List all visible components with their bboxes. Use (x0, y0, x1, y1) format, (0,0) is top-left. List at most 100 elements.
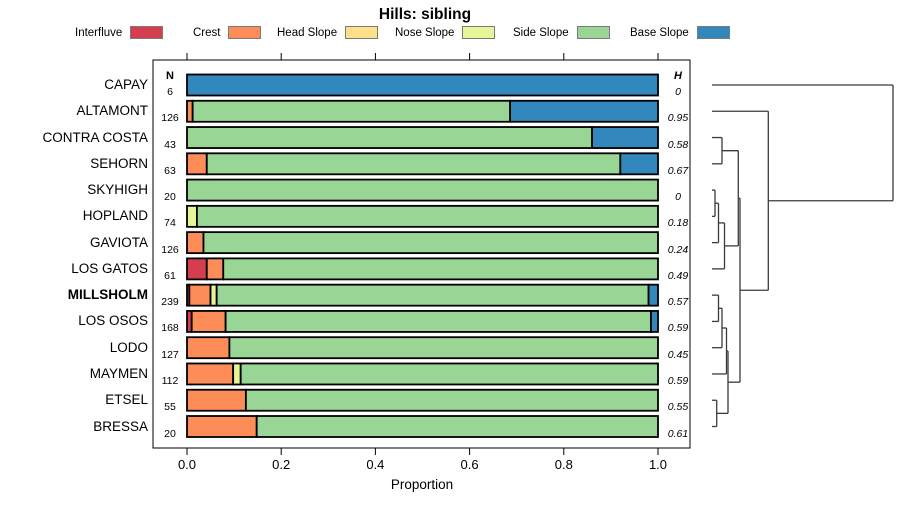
legend-item: Base Slope (630, 25, 730, 40)
h-value: 0.55 (667, 401, 689, 414)
h-column-header: H (674, 70, 682, 82)
n-value: 239 (161, 296, 179, 309)
h-value: 0.45 (667, 348, 689, 361)
legend-label: Interfluve (75, 26, 123, 39)
legend-item: Interfluve (75, 25, 164, 40)
n-column-header: N (166, 70, 174, 82)
bar-segment-side-slope (186, 178, 659, 202)
legend-item: Head Slope (277, 25, 379, 40)
bar-segment-side-slope (228, 336, 659, 360)
bar-segment-base-slope (186, 73, 659, 97)
legend-item: Crest (193, 25, 262, 40)
bar-segment-base-slope (647, 283, 659, 307)
x-tick-label: 0.8 (554, 457, 573, 472)
bar-segment-crest (188, 283, 212, 307)
chart-title: Hills: sibling (378, 6, 472, 23)
bar-segment-interfluve (186, 257, 208, 281)
row-label: LODO (109, 339, 148, 355)
bar-segment-crest (190, 310, 227, 333)
h-value: 0 (675, 191, 681, 204)
bar-segment-crest (186, 231, 205, 255)
x-axis-label: Proportion (390, 477, 454, 492)
n-value: 20 (164, 191, 176, 204)
row-label: CONTRA COSTA (42, 129, 148, 145)
h-value: 0 (675, 86, 681, 98)
legend-item: Side Slope (513, 25, 610, 40)
n-value: 112 (161, 374, 179, 387)
legend-label: Crest (193, 26, 221, 39)
bar-segment-side-slope (205, 152, 622, 176)
bar-segment-nose-slope (209, 283, 218, 307)
bar-segment-crest (186, 388, 247, 412)
n-value: 126 (161, 112, 179, 125)
x-tick-label: 0.4 (366, 457, 385, 472)
legend-swatch (696, 26, 730, 39)
n-value: 126 (161, 243, 179, 256)
h-value: 0.24 (667, 243, 689, 256)
x-tick-label: 1.0 (648, 457, 668, 472)
bar-segment-side-slope (191, 99, 512, 123)
row-label: SKYHIGH (87, 182, 148, 198)
legend-label: Nose Slope (395, 26, 455, 39)
bar-segment-crest (186, 415, 258, 438)
legend-item: Nose Slope (395, 25, 496, 40)
bar-segment-side-slope (224, 310, 652, 333)
bar-segment-side-slope (202, 231, 659, 255)
bar-segment-side-slope (255, 415, 659, 438)
bar-segment-nose-slope (186, 204, 198, 228)
legend-swatch (130, 26, 164, 39)
legend-swatch (228, 26, 262, 39)
row-label: SEHORN (90, 155, 148, 171)
row-label: LOS OSOS (78, 313, 148, 329)
bar-segment-crest (186, 362, 235, 386)
legend-swatch (345, 26, 379, 39)
legend-label: Head Slope (277, 26, 338, 39)
bar-segment-base-slope (509, 99, 659, 123)
bar-segment-base-slope (619, 152, 659, 176)
h-value: 0.49 (667, 269, 689, 282)
bar-segment-base-slope (650, 310, 659, 333)
h-value: 0.58 (667, 138, 689, 151)
h-value: 0.57 (667, 296, 689, 309)
x-tick-label: 0.2 (272, 457, 291, 472)
row-label: GAVIOTA (89, 234, 148, 250)
bar-segment-side-slope (195, 204, 659, 228)
row-label: ETSEL (105, 392, 148, 408)
bar-segment-crest (186, 152, 208, 176)
row-label: ALTAMONT (76, 103, 148, 119)
n-value: 74 (164, 217, 176, 230)
plot-box (152, 59, 691, 449)
n-value: 127 (161, 348, 179, 361)
row-label: MAYMEN (89, 365, 148, 381)
row-label: HOPLAND (82, 208, 148, 224)
n-value: 6 (167, 86, 173, 98)
bar-segment-side-slope (239, 362, 659, 386)
row-label: LOS GATOS (71, 260, 148, 276)
legend-label: Base Slope (630, 26, 689, 39)
bar-segment-nose-slope (232, 362, 242, 386)
n-value: 20 (164, 427, 176, 440)
bar-segment-base-slope (591, 126, 659, 149)
legend-swatch (576, 26, 610, 39)
legend-label: Side Slope (513, 26, 569, 39)
x-tick-label: 0.0 (177, 457, 197, 472)
row-label: BRESSA (93, 418, 148, 434)
h-value: 0.67 (667, 164, 689, 177)
bar-segment-crest (186, 336, 231, 360)
legend-swatch (462, 26, 496, 39)
row-label: CAPAY (104, 77, 148, 92)
bar-segment-side-slope (215, 283, 650, 307)
bar-segment-side-slope (186, 126, 593, 149)
h-value: 0.95 (667, 112, 689, 125)
x-tick-label: 0.6 (460, 457, 479, 472)
h-value: 0.18 (667, 217, 689, 230)
n-value: 168 (161, 322, 179, 335)
row-label: MILLSHOLM (67, 287, 148, 303)
n-value: 61 (164, 269, 176, 282)
h-value: 0.59 (667, 322, 689, 335)
n-value: 43 (164, 138, 176, 151)
n-value: 63 (164, 164, 176, 177)
bar-segment-side-slope (244, 388, 659, 412)
bar-segment-side-slope (222, 257, 659, 281)
